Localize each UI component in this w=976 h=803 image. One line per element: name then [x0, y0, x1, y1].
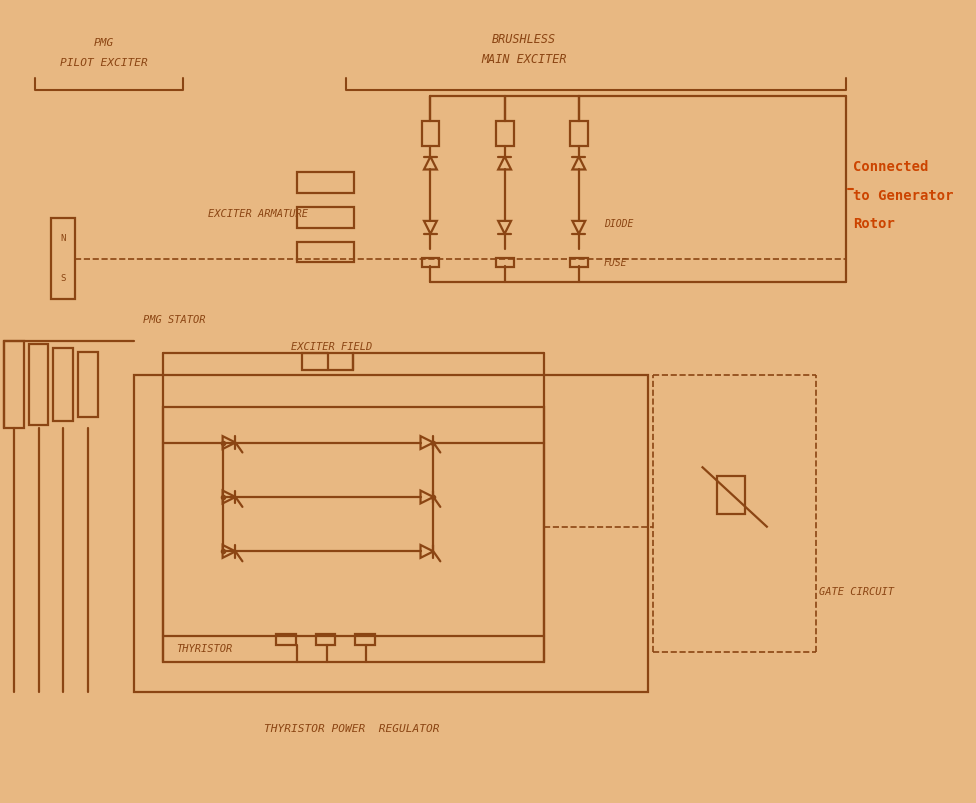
Text: GATE CIRCUIT: GATE CIRCUIT	[819, 586, 894, 597]
Bar	[496, 122, 513, 146]
Bar	[78, 352, 98, 418]
Bar	[355, 634, 375, 646]
Bar	[163, 407, 545, 662]
Text: EXCITER FIELD: EXCITER FIELD	[291, 341, 372, 351]
Text: PMG: PMG	[94, 38, 114, 47]
Text: EXCITER ARMATURE: EXCITER ARMATURE	[208, 209, 307, 218]
Bar	[297, 243, 354, 263]
Bar	[570, 122, 588, 146]
Text: PMG STATOR: PMG STATOR	[143, 315, 206, 324]
Bar	[570, 259, 588, 267]
Bar	[28, 344, 49, 426]
Bar	[717, 477, 745, 514]
Text: THYRISTOR POWER  REGULATOR: THYRISTOR POWER REGULATOR	[264, 723, 439, 732]
Bar	[4, 341, 23, 428]
Text: BRUSHLESS: BRUSHLESS	[492, 33, 556, 47]
Text: N: N	[61, 234, 66, 243]
Bar	[134, 376, 648, 692]
Text: DIODE: DIODE	[603, 218, 633, 229]
Bar	[297, 208, 354, 229]
Bar	[52, 218, 75, 300]
Text: Connected: Connected	[853, 159, 928, 173]
Bar	[54, 349, 73, 422]
Bar	[302, 353, 353, 371]
Bar	[297, 173, 354, 194]
Bar	[422, 122, 439, 146]
Text: to Generator: to Generator	[853, 189, 954, 203]
Text: THYRISTOR: THYRISTOR	[176, 643, 232, 654]
Bar	[276, 634, 296, 646]
Bar	[315, 634, 336, 646]
Text: FUSE: FUSE	[603, 258, 627, 268]
Text: MAIN EXCITER: MAIN EXCITER	[482, 53, 567, 66]
Bar	[496, 259, 513, 267]
Text: Rotor: Rotor	[853, 217, 895, 230]
Bar	[422, 259, 439, 267]
Text: PILOT EXCITER: PILOT EXCITER	[60, 58, 147, 67]
Text: S: S	[61, 274, 66, 283]
